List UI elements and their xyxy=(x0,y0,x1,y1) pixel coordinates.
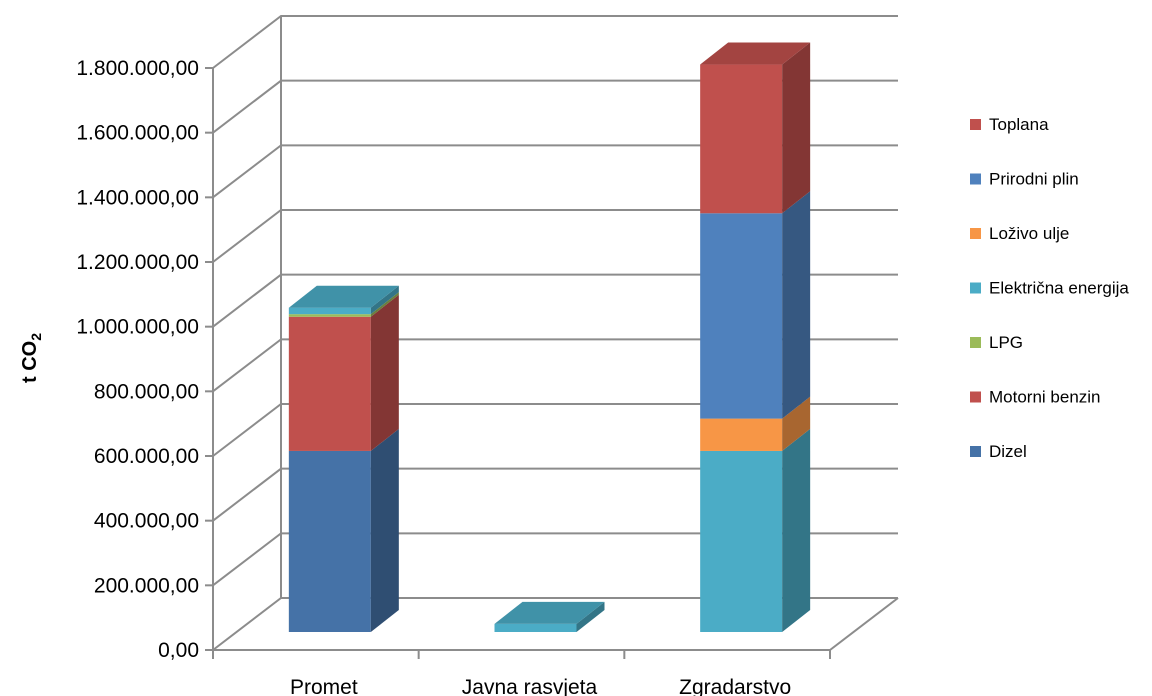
legend-label: Električna energija xyxy=(989,279,1129,298)
gridline xyxy=(212,597,898,651)
bar-segment-front xyxy=(288,307,371,315)
y-tick-label: 200.000,00 xyxy=(94,574,199,597)
legend-swatch xyxy=(970,173,981,185)
bar-top xyxy=(700,42,811,65)
legend-label: Prirodni plin xyxy=(989,170,1079,189)
bar-segment-front xyxy=(700,450,783,632)
gridline xyxy=(212,467,898,522)
legend-swatch xyxy=(970,391,981,403)
y-tick-label: 0,00 xyxy=(158,639,199,662)
gridline xyxy=(212,403,898,457)
legend-label: Dizel xyxy=(989,442,1027,461)
legend-swatch xyxy=(970,228,981,239)
y-tick-label: 1.800.000,00 xyxy=(76,57,199,80)
gridline xyxy=(212,532,898,587)
bar-segment-front xyxy=(700,213,783,419)
bar-segment-side xyxy=(370,285,399,315)
x-category-label: Zgradarstvo xyxy=(679,676,791,696)
y-tick-label: 600.000,00 xyxy=(94,445,199,468)
legend-label: Loživo ulje xyxy=(989,224,1069,243)
gridline xyxy=(212,15,898,69)
legend-swatch xyxy=(970,337,981,348)
legend-label: Toplana xyxy=(989,115,1049,134)
bar-segment-front xyxy=(288,316,371,451)
legend-label: LPG xyxy=(989,333,1023,352)
legend: Toplana Prirodni plin Loživo ulje Električn… xyxy=(970,115,1129,461)
gridline xyxy=(212,273,898,328)
bar-segment-side xyxy=(370,292,399,317)
bar-segment-side xyxy=(370,428,399,632)
y-axis-tick-labels: 0,00 200.000,00 400.000,00 600.000,00 800.00… xyxy=(76,57,199,662)
y-axis-title: t CO2 xyxy=(19,333,44,383)
y-tick-label: 1.600.000,00 xyxy=(76,122,199,145)
gridline xyxy=(212,209,898,263)
bar-segment-front xyxy=(288,450,371,632)
bar-segment-side xyxy=(782,42,811,214)
bar-segment-front xyxy=(700,64,783,214)
bar-segment-side xyxy=(370,294,399,451)
bar-segment-front xyxy=(494,623,577,632)
bars xyxy=(288,42,811,632)
gridline xyxy=(212,338,898,393)
bar-segment-front xyxy=(700,418,783,451)
legend-label: Motorni benzin xyxy=(989,388,1101,407)
chart-walls xyxy=(212,16,899,651)
bar-top xyxy=(288,285,399,308)
bar-segment-side xyxy=(576,601,605,632)
y-axis-title-subscript: 2 xyxy=(28,333,44,341)
y-tick-label: 1.000.000,00 xyxy=(76,316,199,339)
x-category-label: Promet xyxy=(290,676,358,696)
legend-swatch xyxy=(970,282,981,294)
gridline xyxy=(212,144,898,199)
gridline xyxy=(212,79,898,134)
y-tick-label: 1.400.000,00 xyxy=(76,186,199,209)
x-category-label: Javna rasvjeta xyxy=(462,676,598,696)
legend-swatch xyxy=(970,119,981,130)
y-tick-label: 400.000,00 xyxy=(94,510,199,533)
bar-segment-side xyxy=(782,191,811,419)
floor-right-edge xyxy=(829,597,899,651)
y-tick-label: 800.000,00 xyxy=(94,380,199,403)
bar-segment-side xyxy=(782,396,811,451)
bar-top xyxy=(494,601,605,624)
bar-segment-side xyxy=(782,428,811,632)
bar-segment-front xyxy=(288,314,371,317)
gridlines xyxy=(205,15,898,651)
y-tick-label: 1.200.000,00 xyxy=(76,251,199,274)
x-axis: Promet Javna rasvjeta Zgradarstvo xyxy=(212,650,831,696)
legend-swatch xyxy=(970,446,981,457)
